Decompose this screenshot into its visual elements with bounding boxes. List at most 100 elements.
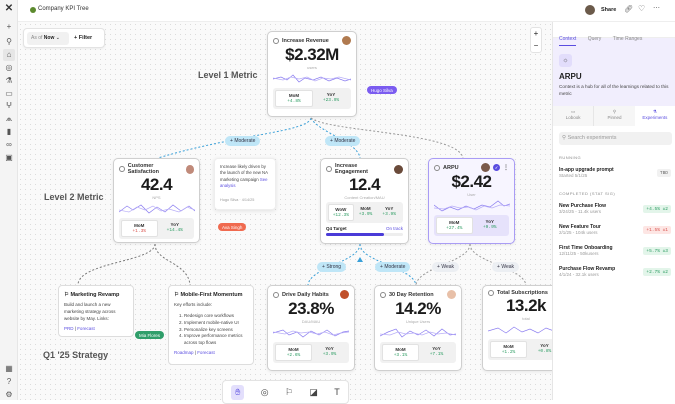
edge-label-weak[interactable]: + Weak (492, 262, 520, 272)
experiment-item[interactable]: New Feature Tour 2/1/25 - 104k users +1.5%… (559, 224, 671, 236)
page-title: Company KPI Tree (38, 6, 89, 12)
flag-tool-icon[interactable]: ⚐ (284, 386, 294, 397)
metric-card-increase-revenue[interactable]: Increase Revenue $2.32M users MoM +4.8% Yo… (267, 31, 357, 117)
sparkline (273, 329, 349, 338)
home-icon[interactable]: ⌂ (3, 49, 15, 61)
left-rail: ✕ + ⚲ ⌂ ◎ ⚗ ▭ ⵖ ⩕ ▮ ∞ ▣ ▦ ? ⚙ (0, 0, 18, 400)
strategy-card-marketing-revamp[interactable]: ⚐ Marketing Revamp Build and launch a ne… (58, 285, 134, 337)
text-tool-icon[interactable]: T (334, 387, 340, 397)
zoom-controls: + − (530, 27, 542, 53)
stat-mom: MoM +3.1% (382, 344, 419, 361)
tag-icon[interactable]: ▭ (5, 89, 13, 98)
stat-yoy: YoY +14.4% (166, 222, 183, 233)
zoom-in-button[interactable]: + (533, 29, 539, 38)
prd-link[interactable]: PRD (64, 325, 74, 331)
filter-button[interactable]: + Filter (74, 32, 92, 45)
edge-label-moderate[interactable]: + Moderate (375, 262, 411, 272)
level-2-label: Level 2 Metric (44, 192, 104, 202)
strategy-title: Marketing Revamp (70, 292, 120, 298)
note-tool-icon[interactable]: ◪ (309, 386, 318, 397)
edge-label-moderate[interactable]: + Moderate (225, 136, 261, 146)
plus-icon[interactable]: + (6, 22, 12, 31)
settings-icon[interactable]: ⚙ (5, 390, 13, 399)
link-icon[interactable]: 🔗︎ (624, 6, 633, 13)
target-progress-fill (326, 233, 384, 236)
metric-card-drive-daily-habits[interactable]: Drive Daily Habits 23.8% DAU/MAU MoM +2.6… (267, 285, 355, 371)
edge-label-strong[interactable]: + Strong (317, 262, 347, 272)
avatar (340, 290, 349, 299)
annotation-note[interactable]: Increase likely driven by the launch of … (214, 158, 276, 210)
stat-yoy: YoY +7.1% (429, 346, 444, 357)
experiment-item[interactable]: Purchase Flow Revamp 4/1/24 - 32.1k users… (559, 266, 671, 278)
list-item: Personalize key screens (184, 327, 248, 334)
strategy-card-mobile-first[interactable]: ⚐ Mobile-First Momentum Key efforts incl… (168, 285, 254, 365)
subtab-experiments[interactable]: ⚗ Experiments (634, 106, 675, 126)
flag-icon: ⚐ (64, 292, 71, 298)
more-icon[interactable]: ⋯ (653, 5, 660, 12)
tab-time-ranges[interactable]: Time Ranges (612, 36, 643, 42)
metric-tool-icon[interactable]: ◎ (260, 386, 269, 397)
people-icon[interactable]: ⩕ (5, 114, 13, 123)
edge-label-moderate[interactable]: + Moderate (325, 136, 361, 146)
tree-icon (30, 7, 36, 13)
metric-unit: users (307, 65, 317, 70)
flask-icon[interactable]: ⚗ (5, 76, 13, 85)
stat-mom: MoM +1.3% (121, 220, 158, 237)
stat-yoy: YoY +3.9% (382, 206, 396, 217)
help-icon[interactable]: ? (6, 377, 12, 386)
top-bar: Company KPI Tree Share 🔗︎ ♡ ⋯ (18, 0, 675, 22)
metric-title: Customer Satisfaction (127, 163, 159, 175)
apps-grid-icon[interactable]: ▦ (5, 364, 13, 373)
note-icon[interactable]: ▣ (5, 153, 13, 162)
metric-card-30-day-retention[interactable]: 30 Day Retention 14.2% Unique Users MoM +… (374, 285, 462, 371)
level-1-label: Level 1 Metric (198, 70, 258, 80)
experiment-item[interactable]: New Purchase Flow 3/24/25 - 11.4k users +4… (559, 203, 671, 215)
filter-bar: As of Now ⌄ + Filter (23, 28, 105, 48)
edge-label-weak[interactable]: + Weak (432, 262, 460, 272)
experiment-item[interactable]: In-app upgrade prompt Started 5/1/25 TBD (559, 167, 671, 179)
metric-card-arpu[interactable]: ARPU ✓ ⋮ $2.42 User MoM +27.4% YoY +9.9% (428, 158, 515, 244)
subtab-lobook[interactable]: ▭ Lobook (553, 106, 595, 126)
sparkline (273, 74, 351, 83)
strategy-body: Build and launch a new marketing strateg… (64, 302, 116, 321)
book-icon[interactable]: ▮ (6, 127, 12, 136)
share-button[interactable]: Share (601, 7, 617, 13)
tab-context[interactable]: Context (559, 36, 577, 46)
strategy-body: Key efforts include: (174, 302, 213, 308)
see-analysis-link[interactable]: See analysis (220, 176, 268, 189)
metric-card-customer-satisfaction[interactable]: Customer Satisfaction 42.4 NPS MoM +1.3% Y… (113, 158, 200, 243)
canvas[interactable]: As of Now ⌄ + Filter + − Level 1 Metric … (18, 22, 570, 404)
avatar[interactable] (585, 5, 595, 15)
zoom-out-button[interactable]: − (533, 41, 539, 50)
experiment-item[interactable]: First Time Onboarding 12/11/25 - 50kusers… (559, 245, 671, 257)
flow-icon[interactable]: ⵖ (5, 101, 12, 110)
avatar (447, 290, 456, 299)
note-text: Increase likely driven by the launch of … (220, 164, 268, 182)
more-icon[interactable]: ⋮ (503, 165, 509, 171)
heart-icon[interactable]: ♡ (638, 4, 646, 13)
roadmap-link[interactable]: Roadmap (174, 349, 194, 355)
metric-unit: total (522, 316, 530, 321)
target-label: Q4 Target (326, 226, 347, 231)
forecast-link[interactable]: Forecast (77, 325, 95, 331)
stat-mom: MoM +2.6% (275, 344, 312, 361)
forecast-link[interactable]: Forecast (197, 349, 215, 355)
subtab-pinned[interactable]: ⚲ Pinned (594, 106, 634, 126)
gear-icon (488, 290, 494, 296)
as-of-dropdown[interactable]: As of Now ⌄ (27, 32, 69, 45)
tab-query[interactable]: Query (587, 36, 602, 42)
binoculars-icon[interactable]: ∞ (6, 140, 12, 149)
book-icon: ▭ (571, 109, 576, 114)
metric-title: Drive Daily Habits (282, 291, 329, 298)
search-experiments-input[interactable]: ⚲ Search experiments (559, 132, 672, 145)
gear-icon (273, 291, 279, 298)
hand-tool-icon[interactable]: ✋︎ (231, 384, 245, 400)
list-item: Redesign core workflows (184, 313, 248, 320)
avatar (481, 163, 490, 172)
metric-value: 12.4 (348, 175, 381, 194)
metric-card-increase-engagement[interactable]: Increase Engagement 12.4 Content Creatio… (320, 158, 409, 244)
search-icon[interactable]: ⚲ (6, 37, 12, 46)
compass-icon[interactable]: ◎ (5, 63, 13, 72)
logo-icon[interactable]: ✕ (4, 3, 14, 14)
search-icon: ⚲ (562, 135, 568, 141)
